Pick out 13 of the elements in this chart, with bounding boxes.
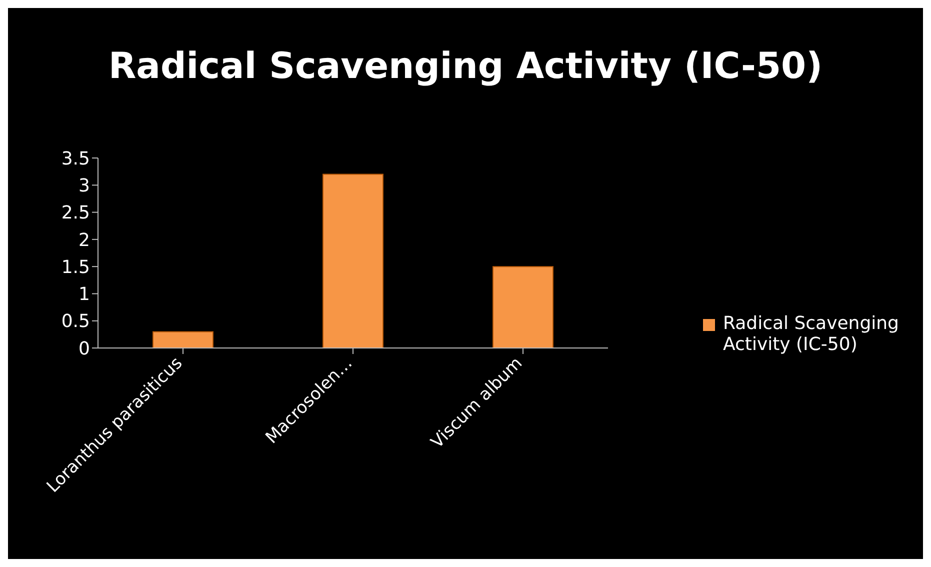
y-tick-label: 1.5	[61, 256, 90, 278]
bar	[152, 331, 214, 348]
bar	[322, 174, 384, 348]
y-tick-label: 3.5	[61, 148, 90, 170]
y-tick-label: 1	[78, 284, 90, 306]
y-tick-label: 0.5	[61, 311, 90, 332]
legend-label: Radical Scavenging Activity (IC-50)	[723, 313, 900, 355]
y-tick-label: 3	[78, 176, 90, 197]
y-tick-label: 0	[78, 338, 90, 360]
y-tick-label: 2	[78, 230, 90, 251]
y-tick-label: 2.5	[61, 202, 90, 224]
chart-title: Radical Scavenging Activity (IC-50)	[107, 46, 824, 87]
bar	[492, 266, 554, 348]
